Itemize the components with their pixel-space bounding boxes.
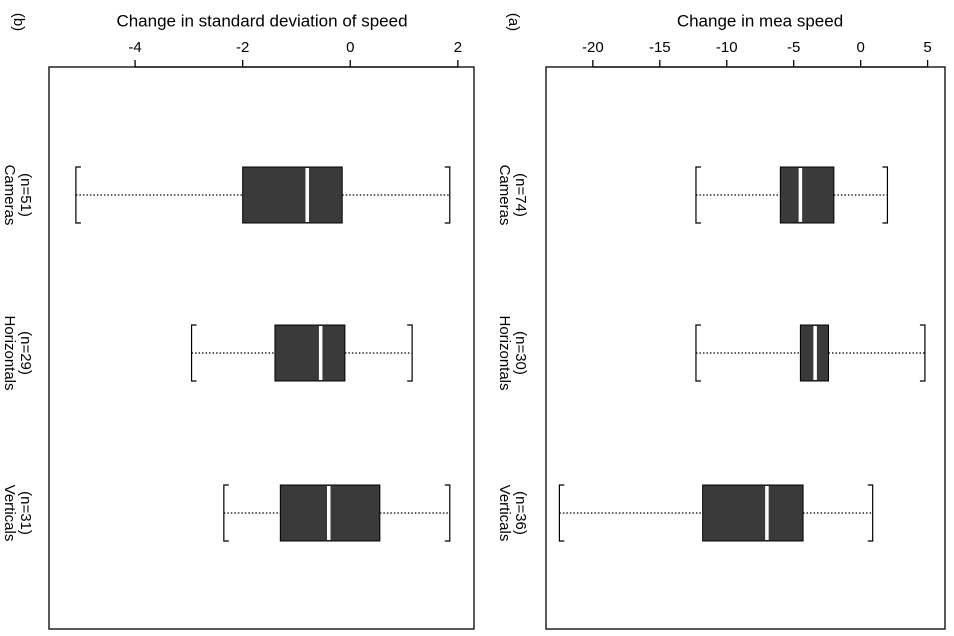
panel-a-category-label: Horizontals (496, 315, 513, 390)
panel-a-box (702, 484, 804, 542)
panel-b-label: (b) (10, 13, 27, 31)
panel-a-axis: -20 -15 -10 -5 0 5 (582, 39, 932, 68)
panel-b-category-label: Verticals (1, 485, 18, 542)
panel-b-title: Change in standard deviation of speed (116, 11, 407, 30)
panel-b-box (274, 324, 346, 382)
panel-b-tick-label: -2 (236, 39, 249, 56)
panel-a-boxes (558, 166, 926, 542)
panel-a-tick-label: -5 (787, 39, 800, 56)
panel-a-whisker-cap-min (695, 324, 701, 382)
panel-b-tick-label: 2 (454, 39, 462, 56)
panel-b-tick-label: 0 (346, 39, 354, 56)
panel-b: (b) Change in standard deviation of spee… (1, 11, 475, 630)
panel-a-tick-label: 0 (856, 39, 864, 56)
panel-a-category-n: (n=36) (512, 491, 529, 535)
panel-b-tick-label: -4 (128, 39, 141, 56)
panel-a-category-label: Verticals (496, 485, 513, 542)
panel-a-whisker-cap-max (882, 166, 889, 224)
panel-b-category-n: (n=29) (17, 331, 34, 375)
panel-a-category-label: Cameras (496, 165, 513, 226)
panel-a-plot-frame (545, 66, 946, 630)
panel-b-whisker-cap-min (223, 484, 229, 542)
panel-b-category-label: Horizontals (1, 315, 18, 390)
panel-b-categories: Cameras (n=51) Horizontals (n=29) Verticals(… (1, 165, 34, 542)
panel-b-whisker-cap-max (444, 484, 451, 542)
panel-b-axis: -4 -2 0 2 (128, 39, 462, 68)
panel-a-box (779, 166, 835, 224)
panel-a-categories: Cameras (n=74) Horizontals (n=30) Verticals(… (496, 165, 529, 542)
panel-a-title: Change in mea speed (677, 11, 843, 30)
panel-a-tick-label: 5 (923, 39, 931, 56)
panel-a-whisker-cap-min (558, 484, 565, 542)
panel-b-category-n: (n=51) (17, 173, 34, 217)
panel-b-whisker-cap-min (75, 166, 81, 224)
panel-a-category-n: (n=74) (512, 173, 529, 217)
panel-a-whisker-cap-max (919, 324, 926, 382)
panel-b-box (242, 166, 343, 224)
panel-a-tick-label: -20 (582, 39, 604, 56)
panel-a-category-n: (n=30) (512, 331, 529, 375)
panel-b-category-n: (n=31) (17, 491, 34, 535)
panel-a-tick-label: -15 (649, 39, 671, 56)
panel-a-tick-label: -10 (716, 39, 738, 56)
panel-a: (a) Change in mea speed -20 -15 -10 -5 0 5 Ca… (496, 11, 946, 630)
panel-a-whisker-cap-max (867, 484, 874, 542)
panel-b-whisker-cap-max (444, 166, 451, 224)
panel-b-plot-frame (48, 66, 475, 630)
panel-b-category-label: Cameras (1, 165, 18, 226)
panel-a-label: (a) (505, 13, 522, 31)
panel-a-whisker-cap-min (695, 166, 701, 224)
panel-b-boxes (75, 166, 451, 542)
panel-b-whisker-cap-min (190, 324, 197, 382)
panel-b-whisker-cap-max (407, 324, 413, 382)
